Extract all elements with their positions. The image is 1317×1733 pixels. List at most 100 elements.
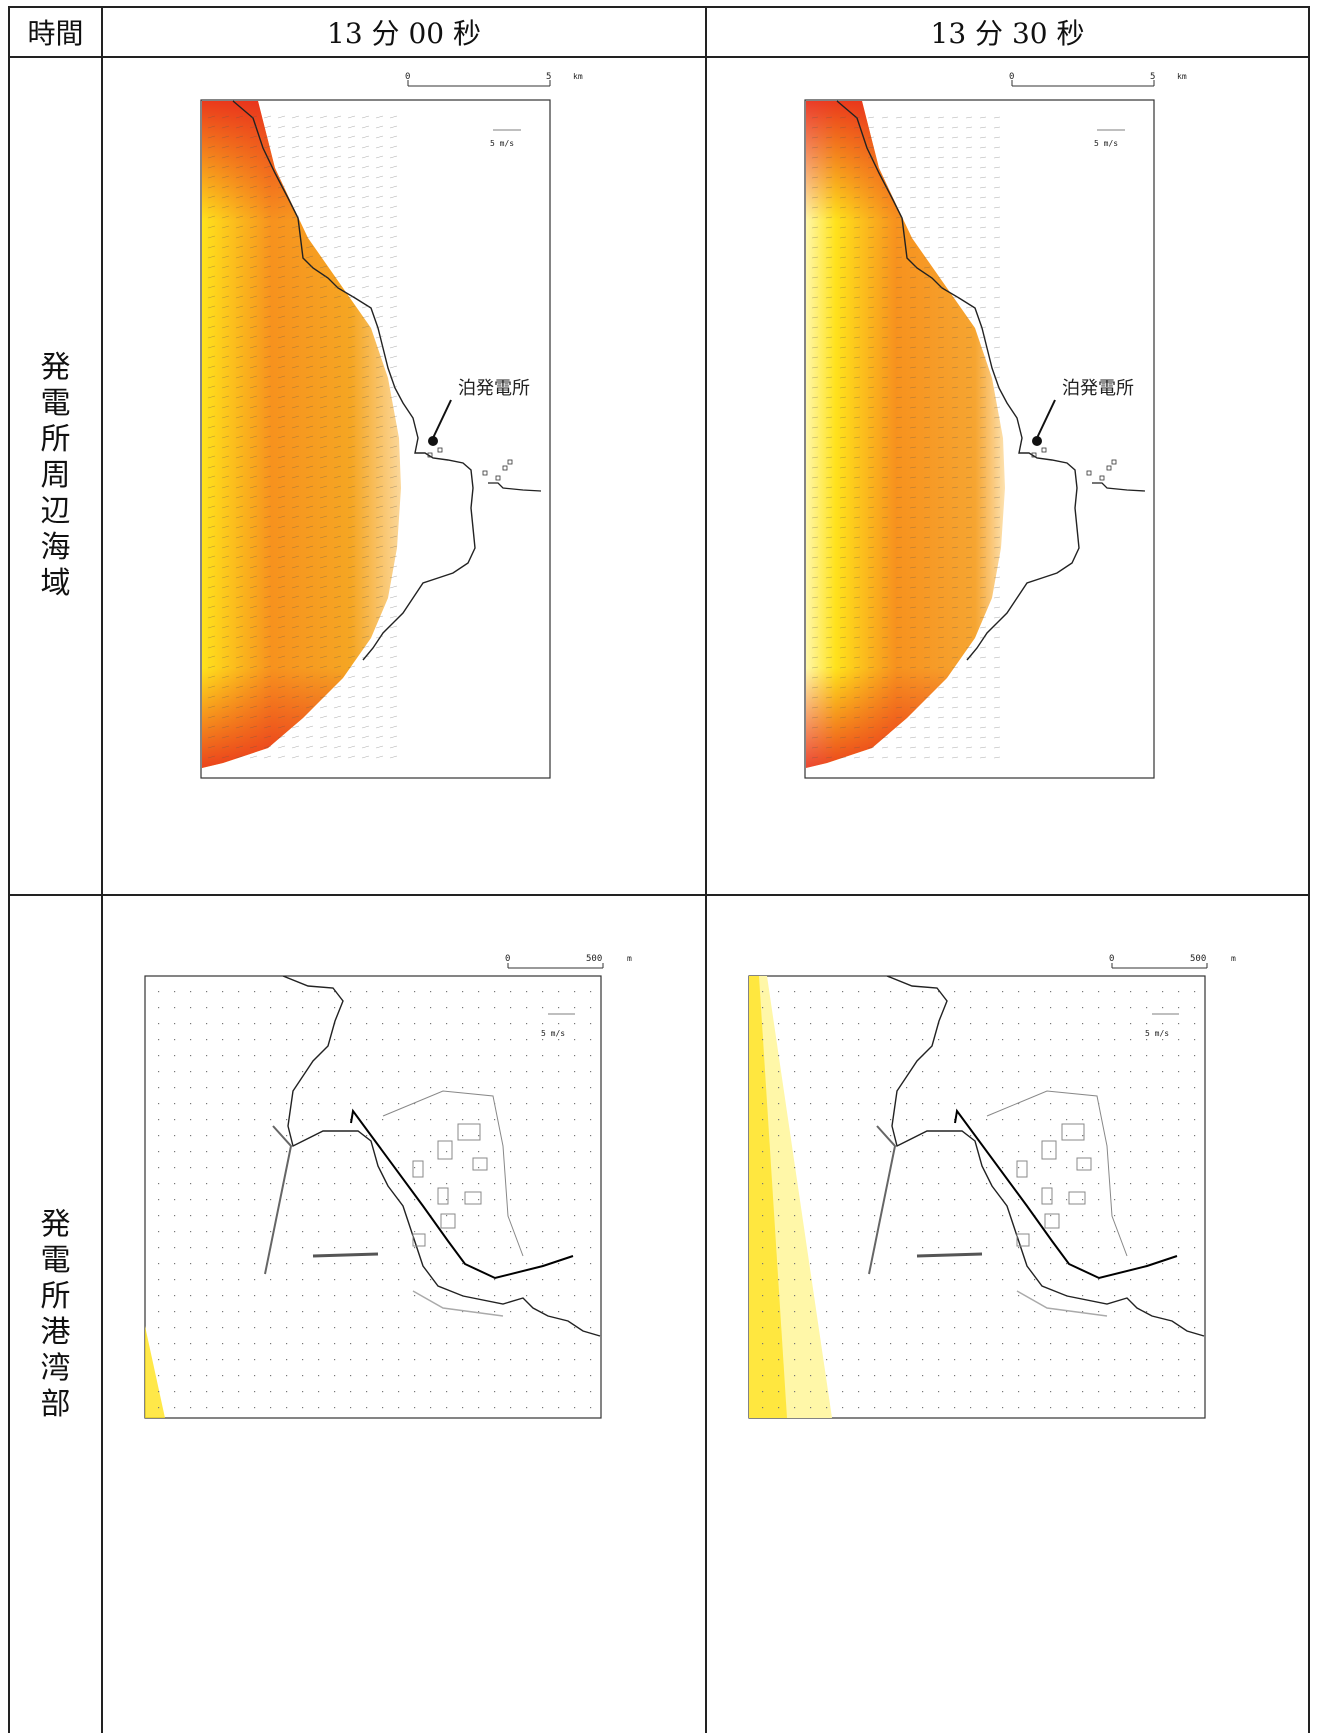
velocity-vector <box>858 1343 860 1345</box>
velocity-vector <box>938 1103 940 1105</box>
velocity-vector <box>190 1343 192 1345</box>
velocity-vector <box>825 206 833 209</box>
velocity-vector <box>909 456 917 459</box>
velocity-vector <box>526 1215 528 1217</box>
velocity-vector <box>881 316 889 319</box>
velocity-vector <box>1098 1311 1100 1313</box>
velocity-vector <box>839 716 847 719</box>
velocity-vector <box>361 425 370 429</box>
velocity-vector <box>826 1023 828 1025</box>
velocity-vector <box>923 186 931 189</box>
velocity-vector <box>333 675 342 679</box>
velocity-vector <box>881 576 889 579</box>
velocity-vector <box>389 535 398 539</box>
velocity-vector <box>979 326 987 329</box>
velocity-vector <box>993 366 1001 369</box>
velocity-vector <box>286 1231 288 1233</box>
table-border-right <box>1308 6 1310 1733</box>
velocity-vector <box>867 726 875 729</box>
velocity-vector <box>762 1055 764 1057</box>
velocity-vector <box>811 406 819 409</box>
velocity-vector <box>207 385 216 389</box>
velocity-vector <box>881 646 889 649</box>
velocity-vector <box>909 446 917 449</box>
velocity-vector <box>1114 1087 1116 1089</box>
velocity-vector <box>979 706 987 709</box>
velocity-vector <box>951 156 959 159</box>
velocity-vector <box>811 596 819 599</box>
velocity-vector <box>221 625 230 629</box>
velocity-vector <box>986 1039 988 1041</box>
velocity-vector <box>993 526 1001 529</box>
velocity-vector <box>853 596 861 599</box>
velocity-vector <box>1194 991 1196 993</box>
velocity-vector <box>207 645 216 649</box>
velocity-vector <box>938 1007 940 1009</box>
velocity-vector <box>350 1055 352 1057</box>
velocity-vector <box>414 1295 416 1297</box>
velocity-vector <box>542 1391 544 1393</box>
site-road <box>986 1090 1128 1257</box>
velocity-vector <box>263 385 272 389</box>
velocity-vector <box>558 1263 560 1265</box>
velocity-vector <box>375 495 384 499</box>
velocity-vector <box>510 1407 512 1409</box>
velocity-vector <box>1082 1023 1084 1025</box>
velocity-vector <box>853 276 861 279</box>
velocity-vector <box>895 136 903 139</box>
velocity-vector <box>190 1039 192 1041</box>
velocity-vector <box>291 385 300 389</box>
velocity-vector <box>375 755 384 759</box>
velocity-vector <box>249 325 258 329</box>
velocity-vector <box>291 565 300 569</box>
velocity-vector <box>334 1263 336 1265</box>
velocity-vector <box>923 136 931 139</box>
velocity-vector <box>1082 1327 1084 1329</box>
velocity-vector <box>965 576 973 579</box>
velocity-vector <box>965 676 973 679</box>
velocity-vector <box>825 186 833 189</box>
velocity-vector <box>238 1071 240 1073</box>
velocity-vector <box>221 755 230 759</box>
velocity-vector <box>361 645 370 649</box>
velocity-vector <box>375 735 384 739</box>
velocity-vector <box>853 196 861 199</box>
velocity-vector <box>923 356 931 359</box>
velocity-vector <box>778 1263 780 1265</box>
velocity-vector <box>291 585 300 589</box>
velocity-vector <box>361 225 370 229</box>
velocity-vector <box>249 125 258 129</box>
velocity-vector <box>366 1375 368 1377</box>
velocity-vector <box>347 325 356 329</box>
velocity-vector <box>305 225 314 229</box>
velocity-vector <box>909 746 917 749</box>
velocity-vector <box>263 575 272 579</box>
velocity-vector <box>319 575 328 579</box>
velocity-vector <box>1194 1215 1196 1217</box>
velocity-vector <box>867 296 875 299</box>
velocity-vector <box>986 1359 988 1361</box>
velocity-vector <box>1066 1359 1068 1361</box>
velocity-vector <box>375 405 384 409</box>
velocity-vector <box>965 116 973 119</box>
velocity-vector <box>906 1247 908 1249</box>
velocity-vector <box>778 1343 780 1345</box>
velocity-vector <box>263 205 272 209</box>
velocity-vector <box>263 405 272 409</box>
velocity-vector <box>430 1279 432 1281</box>
velocity-vector <box>895 616 903 619</box>
velocity-vector <box>923 436 931 439</box>
velocity-vector <box>937 356 945 359</box>
velocity-vector <box>574 1055 576 1057</box>
velocity-vector <box>318 1359 320 1361</box>
velocity-vector <box>319 675 328 679</box>
velocity-vector <box>430 1055 432 1057</box>
velocity-vector <box>762 1119 764 1121</box>
velocity-vector <box>389 375 398 379</box>
velocity-vector <box>881 486 889 489</box>
velocity-vector <box>923 676 931 679</box>
velocity-vector <box>361 335 370 339</box>
velocity-vector <box>361 235 370 239</box>
velocity-vector <box>839 616 847 619</box>
velocity-vector <box>361 315 370 319</box>
